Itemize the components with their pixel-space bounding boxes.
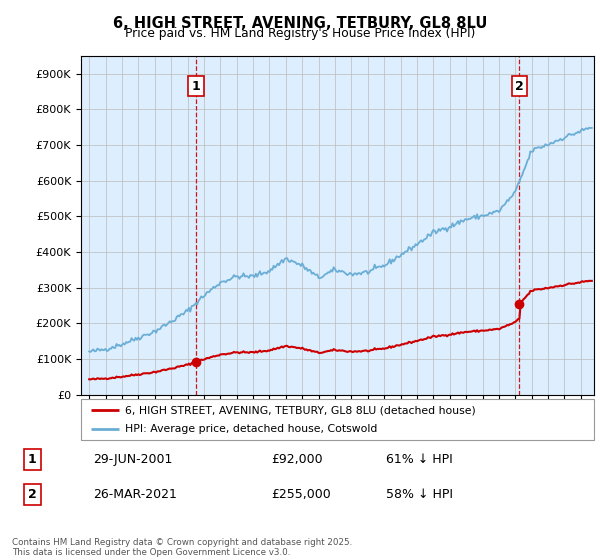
Text: 26-MAR-2021: 26-MAR-2021 — [92, 488, 176, 501]
Text: 6, HIGH STREET, AVENING, TETBURY, GL8 8LU (detached house): 6, HIGH STREET, AVENING, TETBURY, GL8 8L… — [125, 405, 475, 415]
Text: Contains HM Land Registry data © Crown copyright and database right 2025.
This d: Contains HM Land Registry data © Crown c… — [12, 538, 352, 557]
Text: £255,000: £255,000 — [271, 488, 331, 501]
Text: 1: 1 — [28, 453, 37, 466]
Text: £92,000: £92,000 — [271, 453, 323, 466]
Text: 2: 2 — [28, 488, 37, 501]
Text: 58% ↓ HPI: 58% ↓ HPI — [386, 488, 454, 501]
FancyBboxPatch shape — [81, 399, 594, 440]
Text: 2: 2 — [515, 80, 524, 93]
Text: 29-JUN-2001: 29-JUN-2001 — [92, 453, 172, 466]
Text: Price paid vs. HM Land Registry's House Price Index (HPI): Price paid vs. HM Land Registry's House … — [125, 27, 475, 40]
Text: 61% ↓ HPI: 61% ↓ HPI — [386, 453, 453, 466]
Text: 1: 1 — [191, 80, 200, 93]
Text: 6, HIGH STREET, AVENING, TETBURY, GL8 8LU: 6, HIGH STREET, AVENING, TETBURY, GL8 8L… — [113, 16, 487, 31]
Text: HPI: Average price, detached house, Cotswold: HPI: Average price, detached house, Cots… — [125, 424, 377, 433]
